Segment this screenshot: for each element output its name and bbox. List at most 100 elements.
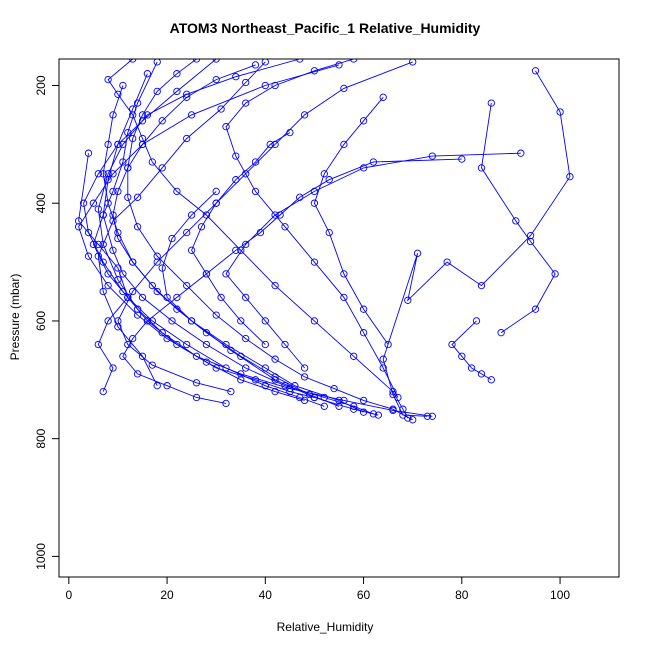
x-tick-label: 40 [259,588,273,602]
data-point [173,187,181,196]
data-point [467,364,476,372]
data-point [133,370,142,378]
data-point [526,237,535,246]
data-point [94,240,102,249]
data-point [305,390,314,399]
data-point [350,352,358,360]
data-point [187,111,196,119]
data-point [242,293,250,302]
data-point [379,93,387,101]
data-point [104,317,112,325]
data-point [222,399,230,408]
data-point [296,59,304,63]
data-point [477,281,486,290]
data-point [124,128,132,137]
data-point [109,364,117,372]
data-point [133,193,142,201]
data-point [109,111,117,119]
data-point [197,223,206,231]
series-12-line [451,320,492,381]
data-point [124,193,132,201]
series-layer [74,59,574,424]
data-point [183,340,191,349]
data-point [89,199,98,207]
data-point [222,123,230,131]
data-point [212,311,220,319]
data-point [138,140,147,149]
data-point [217,293,225,302]
data-point [232,176,240,184]
data-point [119,158,127,166]
data-point [104,281,112,290]
series-11 [222,149,525,372]
data-point [148,361,156,369]
data-point [340,396,348,405]
data-point [566,173,574,181]
series-19 [222,59,402,402]
data-point [202,270,211,278]
data-point [124,164,132,172]
data-point [158,164,166,172]
data-point [133,305,142,313]
data-point [300,373,309,381]
data-point [129,59,137,63]
series-21-line [112,64,340,407]
data-point [237,376,245,384]
data-point [114,228,122,237]
data-point [187,317,196,325]
data-point [325,176,333,184]
data-point [89,240,98,249]
data-point [330,384,338,393]
data-point [138,352,147,360]
series-4-line [78,64,340,401]
data-point [173,87,181,96]
data-point [335,402,343,410]
data-point [183,228,191,237]
series-15 [158,187,368,416]
data-point [129,258,137,266]
data-point [173,70,181,78]
series-13 [310,93,392,349]
data-point [242,240,250,249]
data-point [173,293,181,302]
data-point [129,287,137,296]
data-point [458,155,466,163]
data-point [335,61,343,69]
data-point [251,376,260,384]
data-point [114,323,122,331]
data-point [114,140,122,149]
data-point [237,317,245,325]
series-10-line [122,158,462,404]
y-tick-label: 1000 [34,543,48,570]
plot-frame [58,58,620,578]
data-point [242,78,250,87]
data-point [114,276,122,284]
data-point [237,352,245,360]
series-14-line [191,132,291,345]
y-tick-label: 800 [34,428,48,448]
data-point [153,59,161,66]
series-2-line [92,61,325,407]
data-point [359,117,368,125]
data-point [104,176,112,184]
data-point [99,211,107,219]
data-point [384,340,392,349]
data-point [143,70,152,78]
data-point [168,234,176,243]
data-point [286,384,294,393]
data-point [232,152,240,160]
series-3-line [83,59,315,398]
series-7 [74,149,132,396]
x-axis-label: Relative_Humidity [276,620,374,634]
series-8-line [97,61,266,386]
data-point [99,170,107,178]
data-point [404,296,412,304]
data-point [409,59,417,66]
data-point [359,329,368,337]
data-point [183,281,191,290]
data-point [138,117,147,125]
data-point [409,416,417,424]
data-point [104,75,112,84]
data-point [261,81,269,90]
